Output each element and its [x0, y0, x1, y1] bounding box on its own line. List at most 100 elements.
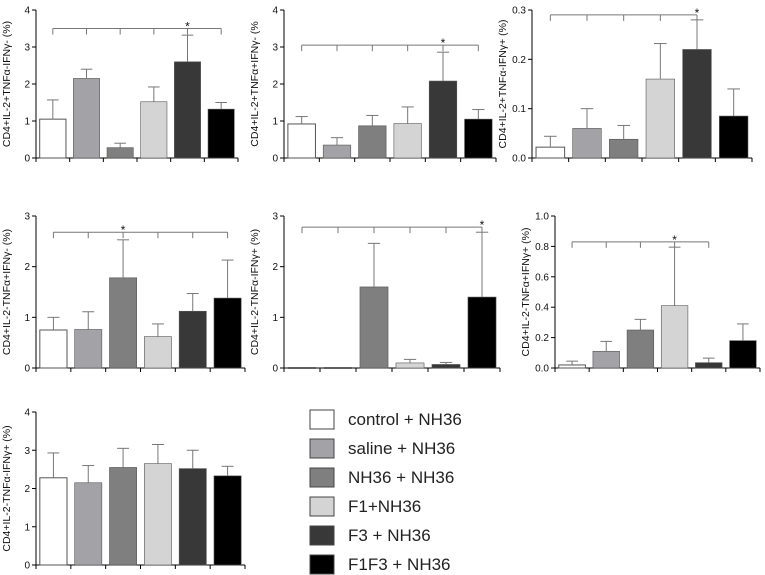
y-tick-label: 1: [24, 522, 30, 533]
y-tick-label: 0.1: [512, 104, 526, 115]
legend-swatch: [309, 409, 335, 430]
bar: [626, 329, 655, 369]
y-tick-label: 3: [24, 212, 30, 223]
y-tick-label: 0.6: [535, 272, 549, 283]
bar: [213, 475, 242, 566]
y-axis-label: CD4+IL-2+TNFα+IFNγ- (%: [249, 21, 261, 146]
significance-star: *: [695, 6, 700, 20]
y-tick-label: 4: [24, 6, 30, 17]
y-tick-label: 1.0: [535, 212, 549, 223]
bar: [74, 482, 103, 566]
y-axis-label: CD4+IL-2-TNFα+IFNγ- (%): [1, 229, 13, 355]
y-tick-label: 4: [24, 408, 30, 419]
y-tick-label: 0.2: [512, 55, 526, 66]
bar: [431, 364, 461, 369]
legend-label: NH36 + NH36: [348, 468, 454, 487]
bar: [39, 329, 68, 369]
legend-label: F3 + NH36: [348, 526, 431, 545]
bar: [287, 123, 316, 159]
bar: [178, 468, 207, 566]
legend-swatch: [309, 554, 335, 575]
y-tick-label: 1: [272, 117, 278, 128]
bar: [609, 138, 639, 159]
legend-item: NH36 + NH36: [309, 467, 454, 488]
chart-panels: 0 1 2 3 4 CD4+IL-2+TNFα-IFNγ- (%) * 0 1 2 3 4 CD4+IL…: [1, 6, 761, 572]
bar: [729, 340, 757, 369]
bar: [464, 118, 493, 159]
y-tick-label: 0: [272, 364, 278, 375]
y-tick-label: 3: [24, 43, 30, 54]
y-tick-label: 0.4: [535, 303, 549, 314]
bar: [660, 305, 689, 369]
bar: [535, 146, 566, 159]
legend-swatch: [309, 496, 335, 517]
bar: [39, 477, 68, 566]
legend-label: F1F3 + NH36: [348, 555, 451, 574]
significance-star: *: [672, 233, 677, 247]
bar: [140, 101, 168, 159]
bar: [213, 297, 242, 369]
legend-label: saline + NH36: [348, 439, 455, 458]
y-tick-label: 1: [24, 313, 30, 324]
y-tick-label: 0.0: [535, 364, 549, 375]
significance-star: *: [121, 223, 126, 237]
bar: [207, 108, 235, 159]
legend-label: control + NH36: [348, 410, 462, 429]
chart-panel-2: 0 1 2 3 4 CD4+IL-2+TNFα+IFNγ- (% *: [249, 6, 497, 165]
y-axis-label: CD4+IL-2+TNFα-IFNγ- (%): [1, 21, 13, 147]
bar: [109, 277, 137, 369]
y-tick-label: 1: [24, 117, 30, 128]
chart-panel-1: 0 1 2 3 4 CD4+IL-2+TNFα-IFNγ- (%) *: [1, 6, 239, 165]
y-tick-label: 1: [272, 313, 278, 324]
bar: [178, 310, 207, 369]
bar: [558, 364, 586, 369]
bar: [322, 144, 352, 159]
legend-item: F1+NH36: [309, 496, 421, 517]
significance-star: *: [185, 20, 190, 34]
y-tick-label: 0.2: [535, 333, 549, 344]
bar: [645, 78, 675, 159]
y-tick-label: 2: [272, 262, 278, 273]
y-tick-label: 0.3: [512, 6, 526, 17]
y-axis-label: CD4+IL-2-TNFα-IFNγ+ (%): [249, 229, 261, 355]
bar: [695, 362, 723, 369]
significance-star: *: [480, 218, 485, 232]
y-tick-label: 4: [272, 6, 278, 17]
bar: [719, 115, 749, 159]
chart-panel-7: 0 1 2 3 4 CD4+IL-2-TNFα-IFNγ+ (%): [1, 408, 246, 572]
y-axis-label: CD4+IL-2-TNFα-IFNγ+ (%): [1, 425, 13, 551]
bar: [395, 362, 425, 369]
y-tick-label: 0: [272, 154, 278, 165]
legend-swatch: [309, 525, 335, 546]
y-tick-label: 2: [24, 80, 30, 91]
legend-item: F3 + NH36: [309, 525, 431, 546]
legend-swatch: [309, 467, 335, 488]
bar: [592, 350, 620, 369]
bar: [359, 286, 389, 369]
y-tick-label: 2: [24, 484, 30, 495]
y-axis-label: CD4+IL-2-TNFα+IFNγ+ (%): [520, 228, 532, 357]
y-tick-label: 0.8: [535, 242, 549, 253]
y-tick-label: 0: [24, 561, 30, 572]
y-tick-label: 2: [272, 80, 278, 91]
y-tick-label: 3: [24, 446, 30, 457]
bar: [144, 463, 172, 566]
y-tick-label: 3: [272, 212, 278, 223]
bar: [39, 118, 67, 159]
legend: control + NH36 saline + NH36 NH36 + NH36 F1…: [309, 409, 462, 575]
bar: [174, 61, 201, 159]
chart-panel-5: 0 1 2 3 CD4+IL-2-TNFα-IFNγ+ (%) *: [249, 212, 501, 375]
bar: [74, 329, 103, 369]
chart-panel-4: 0 1 2 3 CD4+IL-2-TNFα+IFNγ- (%) *: [1, 212, 246, 375]
y-tick-label: 0: [24, 364, 30, 375]
y-tick-label: 3: [272, 43, 278, 54]
bar: [682, 49, 712, 159]
y-tick-label: 2: [24, 262, 30, 273]
bar: [109, 467, 137, 566]
bar: [572, 128, 602, 159]
bar: [358, 125, 387, 159]
bar: [428, 80, 458, 159]
legend-item: control + NH36: [309, 409, 462, 430]
